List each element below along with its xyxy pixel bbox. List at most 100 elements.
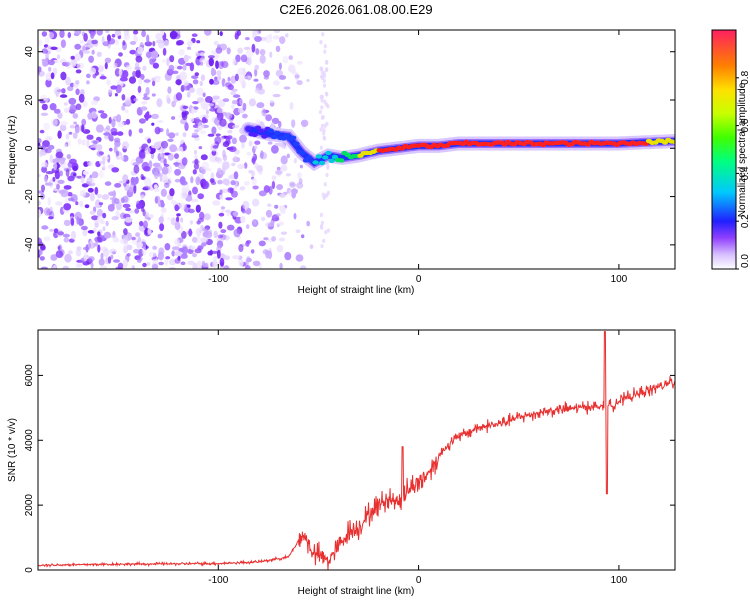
noise-speckle [44, 37, 50, 44]
ridge-cell [283, 133, 290, 138]
noise-speckle [146, 262, 151, 266]
noise-speckle [238, 244, 244, 253]
noise-speckle [265, 209, 273, 218]
snr-ytick-label: 2000 [24, 494, 35, 517]
noise-speckle [197, 173, 204, 178]
noise-speckle [143, 177, 152, 186]
noise-speckle [63, 102, 68, 106]
noise-speckle [112, 190, 116, 198]
noise-speckle [246, 256, 251, 261]
noise-speckle [201, 169, 206, 175]
noise-speckle [255, 64, 259, 69]
noise-speckle [188, 87, 195, 93]
noise-speckle [118, 52, 123, 57]
noise-speckle [220, 188, 229, 193]
colorbar-tick-label: 0.4 [740, 166, 750, 180]
noise-speckle [67, 192, 73, 197]
noise-speckle [204, 230, 213, 239]
noise-speckle [231, 104, 235, 109]
noise-speckle [201, 116, 207, 124]
noise-speckle [98, 151, 105, 155]
noise-speckle [99, 75, 107, 80]
noise-speckle [199, 61, 204, 66]
noise-speckle [260, 216, 266, 222]
noise-speckle [125, 65, 132, 71]
noise-speckle [102, 226, 106, 231]
noise-speckle [118, 69, 123, 76]
noise-speckle [179, 146, 184, 152]
noise-speckle [194, 51, 199, 55]
noise-speckle [60, 39, 66, 48]
noise-speckle [161, 166, 169, 175]
noise-speckle [278, 75, 287, 80]
snr-xlabel: Height of straight line (km) [298, 586, 415, 597]
noise-speckle [255, 48, 260, 55]
noise-speckle [319, 40, 323, 45]
noise-speckle [209, 107, 217, 112]
noise-speckle [152, 80, 156, 87]
spectrogram-ticks: -100 0 100 -40 -20 0 20 40 [24, 30, 675, 285]
noise-speckle [263, 185, 270, 193]
noise-speckle [212, 79, 220, 85]
noise-speckle [226, 224, 235, 231]
noise-speckle [52, 176, 56, 182]
noise-speckle [138, 118, 146, 124]
noise-speckle [323, 123, 327, 128]
noise-speckle [192, 262, 198, 269]
ridge-cell [306, 155, 313, 160]
noise-speckle [219, 189, 223, 195]
noise-speckle [141, 30, 147, 38]
noise-speckle [174, 161, 180, 167]
noise-speckle [189, 220, 193, 225]
snr-xtick-label: -100 [208, 575, 228, 586]
noise-speckle [260, 150, 264, 159]
noise-speckle [194, 154, 198, 160]
noise-speckle [203, 213, 211, 221]
noise-speckle [267, 203, 272, 207]
noise-speckle [86, 139, 90, 148]
noise-speckle [113, 137, 121, 143]
noise-speckle [320, 225, 324, 230]
noise-speckle [300, 119, 309, 128]
noise-speckle [219, 193, 224, 201]
noise-speckle [232, 211, 239, 217]
noise-speckle [73, 121, 77, 125]
ridge-cell [274, 130, 281, 136]
noise-speckle [258, 240, 266, 247]
noise-speckle [174, 221, 181, 230]
spectrogram-xtick-label: 0 [416, 274, 422, 285]
noise-speckle [98, 65, 104, 73]
noise-speckle [143, 166, 151, 172]
noise-speckle [70, 59, 77, 67]
noise-speckle [176, 216, 180, 223]
noise-speckle [115, 39, 119, 46]
noise-speckle [40, 266, 48, 269]
noise-speckle [104, 62, 108, 70]
noise-speckle [284, 251, 292, 261]
noise-speckle [87, 44, 94, 49]
noise-speckle [171, 246, 180, 251]
noise-speckle [76, 246, 82, 251]
noise-speckle [217, 99, 226, 108]
noise-speckle [322, 128, 326, 133]
noise-speckle [200, 237, 208, 243]
noise-speckle [72, 113, 79, 119]
noise-speckle [70, 217, 75, 226]
noise-speckle [172, 70, 179, 75]
noise-speckle [199, 211, 205, 220]
noise-speckle [146, 111, 150, 118]
noise-speckle [209, 78, 214, 85]
noise-speckle [142, 209, 146, 217]
noise-speckle [230, 75, 237, 84]
spectrogram-ytick-label: 20 [24, 94, 35, 106]
noise-speckle [52, 67, 58, 75]
noise-speckle [208, 57, 214, 67]
noise-speckle [151, 50, 159, 59]
noise-speckle [103, 231, 112, 239]
noise-speckle [193, 149, 198, 155]
noise-speckle [107, 256, 112, 264]
noise-speckle [201, 227, 209, 232]
noise-speckle [133, 248, 140, 254]
noise-speckle [135, 200, 141, 209]
